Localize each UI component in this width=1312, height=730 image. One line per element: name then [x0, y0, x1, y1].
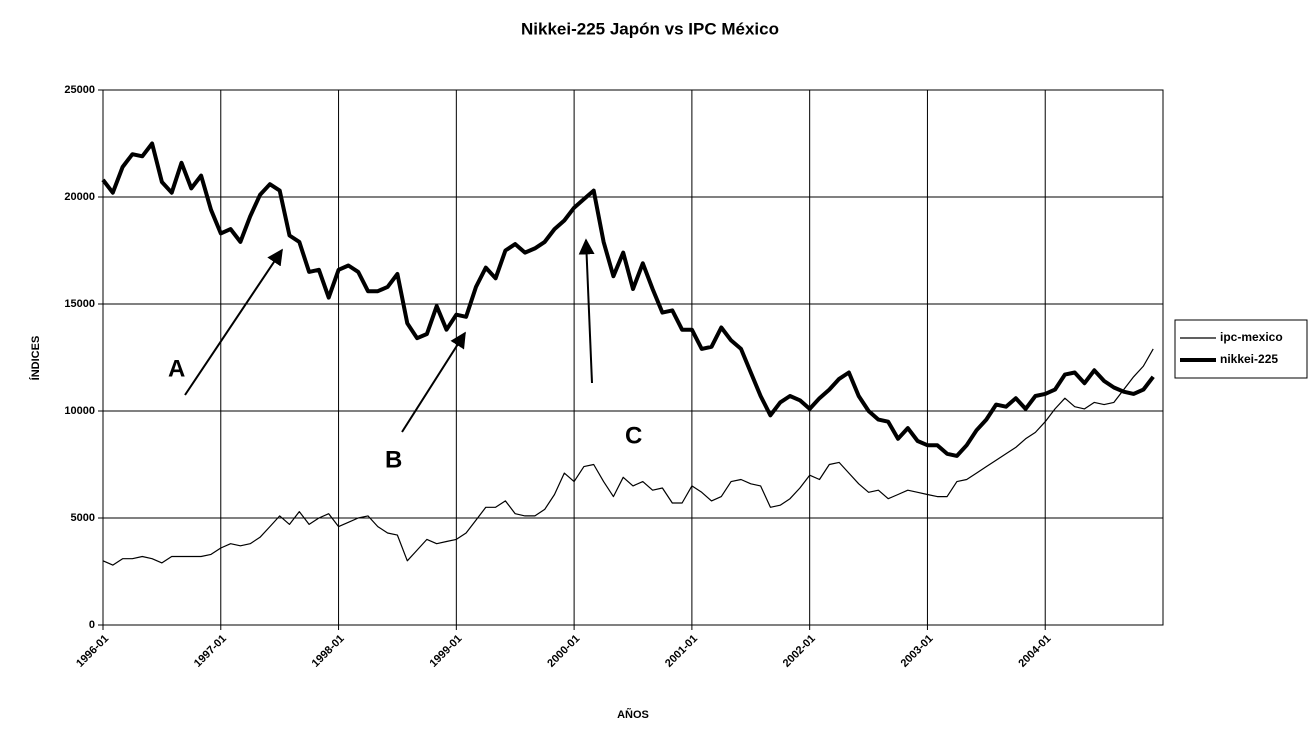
y-tick-label: 0: [89, 619, 95, 631]
x-tick-label: 2004-01: [1016, 633, 1053, 670]
arrow: [401, 331, 466, 433]
chart-title: Nikkei-225 Japón vs IPC México: [521, 19, 779, 38]
y-tick-label: 20000: [64, 191, 95, 203]
x-tick-label: 1999-01: [427, 633, 464, 670]
arrow: [578, 238, 595, 384]
arrow: [184, 248, 283, 396]
series-line: [101, 141, 1155, 458]
y-tick-label: 10000: [64, 405, 95, 417]
y-tick-label: 15000: [64, 298, 95, 310]
legend: [1174, 319, 1308, 379]
annotation: B: [385, 446, 402, 473]
y-tick-label: 25000: [64, 84, 95, 96]
x-tick-label: 1998-01: [310, 633, 347, 670]
x-tick-label: 1996-01: [74, 633, 111, 670]
x-tick-label: 2000-01: [545, 633, 582, 670]
legend-label: ipc-mexico: [1220, 330, 1283, 344]
x-tick-label: 2003-01: [899, 633, 936, 670]
legend-label: nikkei-225: [1220, 352, 1278, 366]
y-tick-label: 5000: [71, 512, 95, 524]
series-line: [102, 348, 1154, 566]
x-tick-label: 2001-01: [663, 633, 700, 670]
plot-area: [102, 89, 1164, 626]
x-axis-label: AÑOS: [617, 708, 649, 721]
annotation: A: [168, 355, 185, 382]
x-tick-label: 2002-01: [781, 633, 818, 670]
annotation: C: [625, 422, 642, 449]
y-axis-label: ÍNDICES: [29, 336, 42, 381]
x-tick-label: 1997-01: [192, 633, 229, 670]
